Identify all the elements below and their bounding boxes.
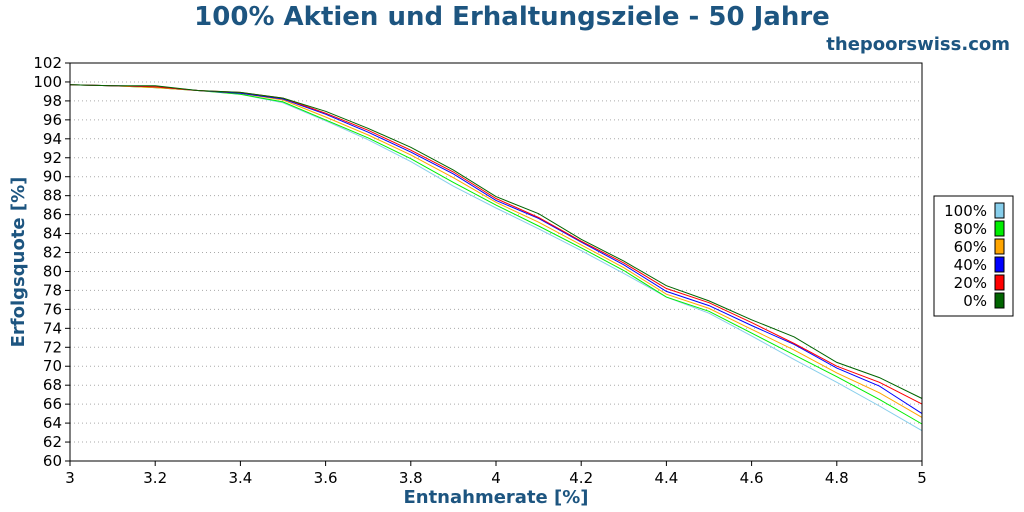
legend-swatch [994, 274, 1005, 291]
x-tick-label: 3.6 [314, 469, 338, 487]
series-line [69, 84, 923, 418]
y-tick-label: 92 [43, 149, 62, 167]
grid-lines [70, 81, 922, 443]
y-tick-label: 78 [43, 281, 62, 299]
y-tick-label: 94 [43, 130, 62, 148]
y-tick-label: 70 [43, 357, 62, 375]
y-tick-label: 72 [43, 338, 62, 356]
y-tick-label: 100 [33, 73, 62, 91]
y-tick-label: 60 [43, 452, 62, 470]
x-tick-label: 4.2 [569, 469, 593, 487]
legend-swatch [994, 256, 1005, 273]
y-tick-label: 64 [43, 414, 62, 432]
y-tick-label: 84 [43, 225, 62, 243]
y-axis-ticks: 6062646668707274767880828486889092949698… [33, 54, 70, 470]
legend-swatch [994, 238, 1005, 255]
legend-label: 60% [954, 238, 987, 256]
y-tick-label: 98 [43, 92, 62, 110]
legend-label: 20% [954, 274, 987, 292]
x-tick-label: 3.2 [143, 469, 167, 487]
series-line [69, 84, 923, 405]
legend-label: 100% [944, 202, 987, 220]
legend-label: 40% [954, 256, 987, 274]
series-line [69, 84, 923, 432]
x-tick-label: 4.4 [654, 469, 678, 487]
y-tick-label: 96 [43, 111, 62, 129]
chart-title: 100% Aktien und Erhaltungsziele - 50 Jah… [194, 2, 830, 32]
x-tick-label: 5 [917, 469, 927, 487]
plot-frame [69, 62, 923, 462]
legend-label: 80% [954, 220, 987, 238]
legend-swatch [994, 202, 1005, 219]
chart-subtitle: thepoorswiss.com [826, 34, 1010, 55]
x-tick-label: 3.4 [228, 469, 252, 487]
y-axis-label: Erfolgsquote [%] [8, 177, 29, 348]
y-tick-label: 66 [43, 395, 62, 413]
y-tick-label: 86 [43, 206, 62, 224]
series-line [69, 84, 923, 415]
legend-label: 0% [963, 292, 987, 310]
series-line [69, 84, 923, 425]
x-axis-ticks: 3 3.2 3.4 3.6 3.8 4 4.2 4.4 4.6 4.8 5 [65, 461, 927, 487]
x-tick-label: 3 [65, 469, 75, 487]
y-tick-label: 74 [43, 319, 62, 337]
y-tick-label: 76 [43, 300, 62, 318]
y-tick-label: 88 [43, 187, 62, 205]
x-tick-label: 4.8 [825, 469, 849, 487]
legend-swatch [994, 292, 1005, 309]
series-line [69, 84, 923, 399]
y-tick-label: 102 [33, 54, 62, 72]
y-tick-label: 68 [43, 376, 62, 394]
y-tick-label: 80 [43, 262, 62, 280]
y-tick-label: 62 [43, 433, 62, 451]
x-tick-label: 4.6 [740, 469, 764, 487]
legend: 100%80%60%40%20%0% [933, 195, 1014, 317]
x-axis-label: Entnahmerate [%] [403, 487, 588, 508]
x-tick-label: 4 [491, 469, 501, 487]
x-tick-label: 3.8 [399, 469, 423, 487]
series-lines [69, 84, 923, 432]
y-tick-label: 82 [43, 244, 62, 262]
y-tick-label: 90 [43, 168, 62, 186]
legend-swatch [994, 220, 1005, 237]
